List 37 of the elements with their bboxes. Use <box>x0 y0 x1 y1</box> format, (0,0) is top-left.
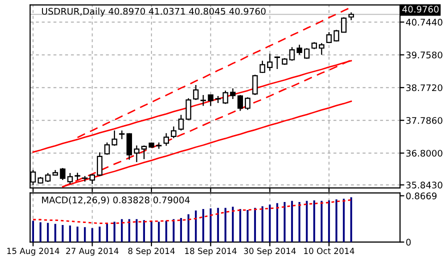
candlestick <box>193 84 199 101</box>
candlestick <box>304 48 310 60</box>
candlestick <box>318 42 324 56</box>
ref-line-label: 40.9760 <box>402 6 439 13</box>
y-tick-label: 0.8669 <box>406 192 437 200</box>
candlestick <box>163 132 170 146</box>
x-tick-label: 30 Sep 2014 <box>244 248 296 256</box>
candlestick <box>260 60 266 74</box>
candlestick <box>230 88 236 100</box>
y-tick-label: 36.8000 <box>406 150 442 157</box>
y-tick-label: 35.8430 <box>406 182 442 188</box>
y-tick-label: 38.7720 <box>406 84 442 92</box>
candlestick <box>267 53 273 72</box>
x-tick-label: 27 Aug 2014 <box>66 248 118 256</box>
candlestick <box>134 144 140 163</box>
candlestick <box>60 167 66 181</box>
candlestick <box>341 16 347 34</box>
candlestick <box>170 126 176 139</box>
candlestick <box>274 56 280 70</box>
y-tick-label: 0 <box>406 238 411 246</box>
y-tick-label: 40.7440 <box>406 18 442 26</box>
chart-title: USDRUR,Daily 40.8970 41.0371 40.8045 40.9760 <box>42 8 266 16</box>
candlestick <box>89 173 96 185</box>
candlestick <box>244 96 250 110</box>
chart-title: MACD(12,26,9) 0.83828 0.79004 <box>42 196 190 204</box>
x-tick-label: 15 Aug 2014 <box>7 248 60 256</box>
x-tick-label: 8 Sep 2014 <box>128 248 175 256</box>
x-tick-label: 10 Oct 2014 <box>304 248 354 254</box>
candlestick <box>237 94 244 112</box>
x-tick-label: 18 Sep 2014 <box>185 248 237 256</box>
y-tick-label: 37.7860 <box>406 117 442 124</box>
candlestick <box>208 94 214 106</box>
candlestick <box>126 132 132 160</box>
y-tick-label: 39.7580 <box>406 52 442 58</box>
candlestick <box>96 152 102 177</box>
candlestick <box>252 74 258 96</box>
candlestick <box>200 94 206 106</box>
